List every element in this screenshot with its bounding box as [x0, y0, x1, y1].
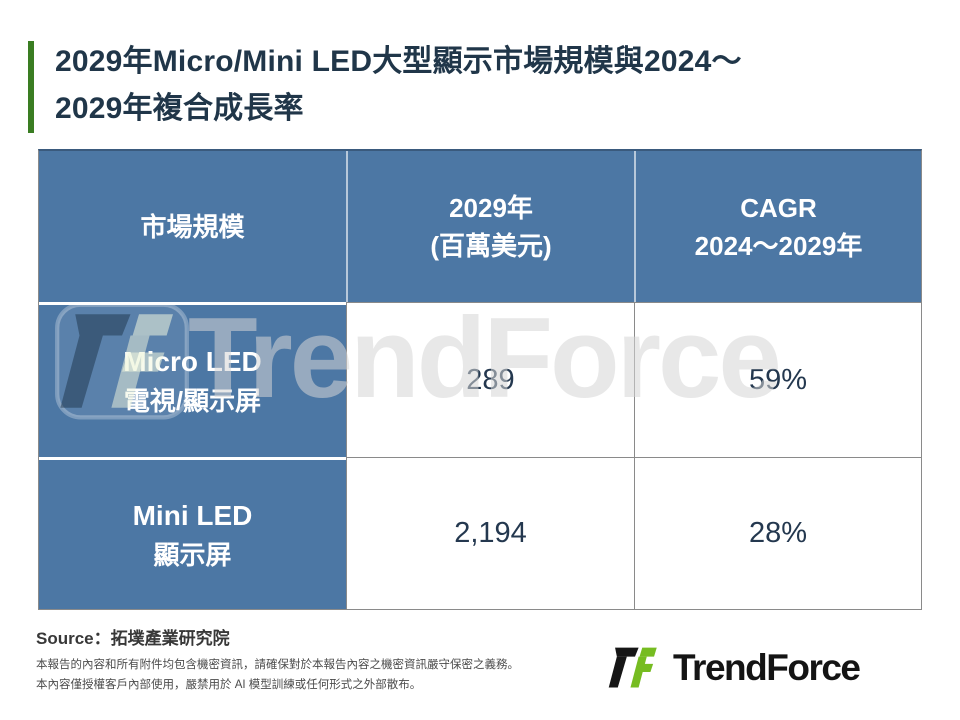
row-label-line2: 電視/顯示屏	[123, 386, 262, 416]
market-table: 市場規模 2029年 (百萬美元) CAGR 2024～2029年 Micro …	[38, 149, 922, 610]
trendforce-brand-text: TrendForce	[673, 646, 861, 688]
page-title-line1: 2029年Micro/Mini LED大型顯示市場規模與2024～	[55, 45, 742, 78]
trendforce-brand: TrendForce	[606, 641, 861, 694]
row-label-micro-led: Micro LED 電視/顯示屏	[39, 302, 346, 457]
cell-micro-led-cagr: 59%	[634, 302, 921, 457]
source-line: Source：拓墣產業研究院	[36, 629, 230, 648]
col-header-2029-revenue: 2029年 (百萬美元)	[346, 151, 634, 302]
title-block: 2029年Micro/Mini LED大型顯示市場規模與2024～ 2029年複…	[28, 38, 908, 133]
trendforce-logo-icon	[608, 647, 657, 688]
col-header-line1: CAGR	[740, 192, 817, 223]
cell-mini-led-revenue: 2,194	[346, 457, 634, 609]
title-accent-bar	[28, 41, 34, 133]
col-header-line2: (百萬美元)	[430, 230, 552, 261]
row-label-line2: 顯示屏	[153, 539, 232, 570]
col-header-cagr: CAGR 2024～2029年	[634, 151, 921, 302]
row-label-line1: Mini LED	[132, 499, 253, 531]
row-label-line1: Micro LED	[123, 346, 262, 377]
page-title: 2029年Micro/Mini LED大型顯示市場規模與2024～ 2029年複…	[55, 38, 908, 132]
row-label-mini-led: Mini LED 顯示屏	[39, 457, 346, 609]
cell-mini-led-cagr: 28%	[634, 457, 921, 609]
col-header-line1: 2029年	[449, 192, 533, 223]
page-title-line2: 2029年複合成長率	[55, 92, 304, 125]
disclaimer-line1: 本報告的內容和所有附件均包含機密資訊，請確保對於本報告內容之機密資訊嚴守保密之義…	[36, 659, 519, 671]
col-header-line2: 2024～2029年	[694, 230, 863, 261]
disclaimer-text: 本報告的內容和所有附件均包含機密資訊，請確保對於本報告內容之機密資訊嚴守保密之義…	[36, 655, 519, 695]
col-header-market-scale: 市場規模	[39, 151, 346, 302]
disclaimer-line2: 本內容僅授權客戶內部使用，嚴禁用於 AI 模型訓練或任何形式之外部散布。	[36, 679, 422, 691]
cell-micro-led-revenue: 289	[346, 302, 634, 457]
col-header-label: 市場規模	[140, 211, 245, 242]
